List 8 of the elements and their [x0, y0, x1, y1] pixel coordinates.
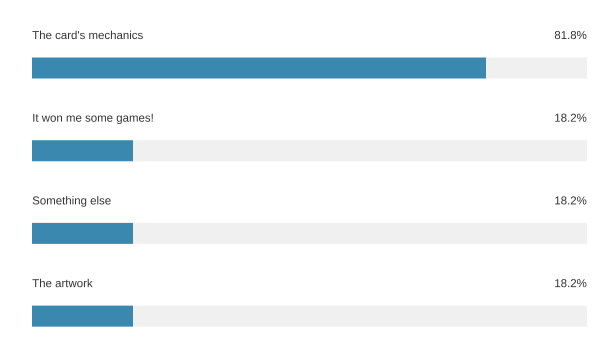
data-label: 18.2% — [555, 114, 586, 122]
y-tick-label: Something else — [32, 196, 111, 207]
y-tick-label: The card's mechanics — [32, 30, 143, 40]
data-label: 18.2% — [555, 279, 586, 288]
y-tick-label: It won me some games! — [33, 114, 153, 124]
data-label: 81.8% — [554, 30, 586, 40]
data-label: 18.2% — [555, 196, 586, 204]
y-tick-label: The artwork — [32, 278, 93, 288]
